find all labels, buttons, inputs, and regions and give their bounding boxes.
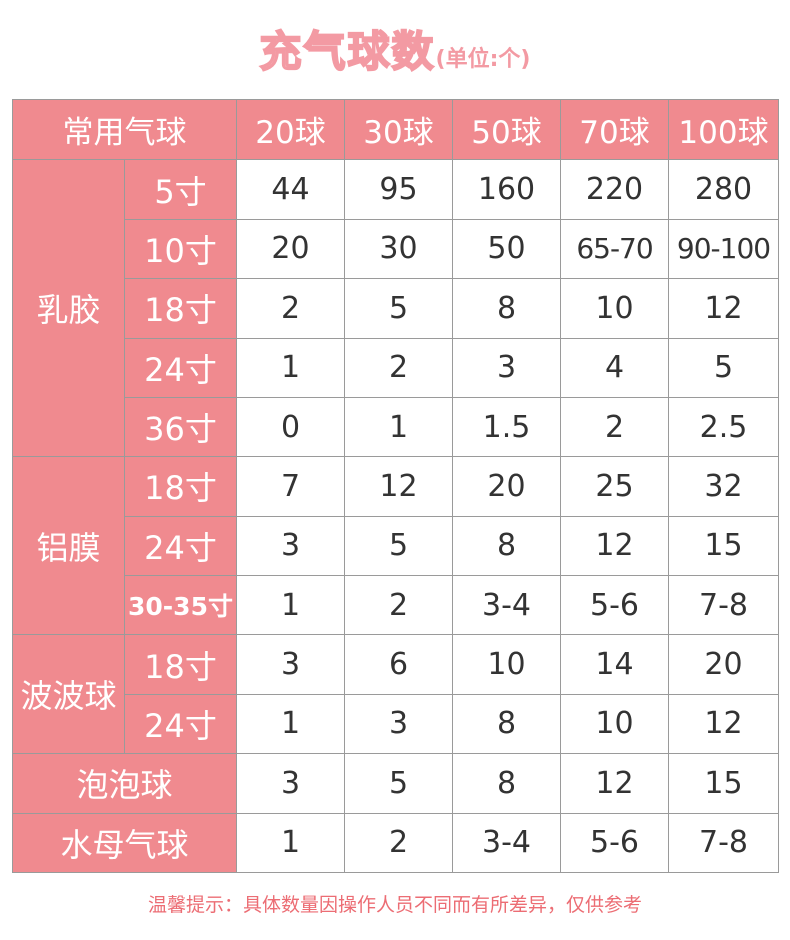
column-header: 30球 [344,98,453,161]
size-cell: 36寸 [124,396,237,458]
table-row: 36寸 0 1 1.5 2 2.5 [13,396,779,458]
size-cell: 18寸 [124,456,237,517]
category-cell: 波波球 [12,634,125,755]
value-cell: 7-8 [668,812,779,874]
value-cell: 10 [560,278,669,339]
value-cell: 12 [668,693,779,755]
category-cell: 水母气球 [12,812,237,874]
page-title: 充气球数(单位:个) [0,18,790,79]
value-cell: 0 [236,396,345,458]
value-cell: 1.5 [452,396,561,458]
value-cell: 25 [560,456,669,517]
table-row: 波波球 18寸 3 6 10 14 20 [12,634,779,755]
value-cell: 5 [668,337,779,398]
footnote: 温馨提示：具体数量因操作人员不同而有所差异，仅供参考 [147,894,642,916]
value-cell: 5 [344,515,453,577]
value-cell: 5-6 [560,575,669,636]
table-row: 泡泡球 3 5 8 12 15 [12,753,779,814]
table-row: 30-35寸 1 2 3-4 5-6 7-8 [13,575,779,636]
column-header: 70球 [560,98,669,161]
title-main: 充气球数 [259,26,436,77]
value-cell: 2 [344,575,453,636]
table-row: 乳胶 5寸 44 95 160 220 280 [12,159,779,458]
table-row: 18寸 2 5 8 10 12 [13,278,779,339]
value-cell: 12 [560,515,669,577]
value-cell: 1 [236,812,345,874]
size-cell: 24寸 [124,515,237,577]
column-header: 20球 [236,98,345,161]
value-cell: 5 [344,753,453,814]
size-cell: 24寸 [124,337,237,398]
value-cell: 8 [452,515,561,577]
value-cell: 7 [236,456,345,517]
value-cell: 32 [668,456,779,517]
header-corner: 常用气球 [12,98,237,161]
value-cell: 3 [236,634,345,695]
value-cell: 8 [452,693,561,755]
value-cell: 1 [344,396,453,458]
value-cell: 5-6 [560,812,669,874]
value-cell: 44 [236,159,345,220]
value-cell: 280 [668,159,779,220]
value-cell: 7-8 [668,575,779,636]
column-header: 50球 [452,98,561,161]
value-cell: 12 [668,278,779,339]
value-cell: 12 [560,753,669,814]
table-row: 铝膜 18寸 7 12 20 25 32 [12,456,779,636]
value-cell: 14 [560,634,669,695]
size-cell: 30-35寸 [124,575,237,636]
value-cell: 1 [236,575,345,636]
value-cell: 20 [668,634,779,695]
value-cell: 160 [452,159,561,220]
value-cell: 12 [344,456,453,517]
value-cell: 5 [344,278,453,339]
value-cell: 50 [452,218,561,280]
value-cell: 2 [344,812,453,874]
column-header: 100球 [668,98,779,161]
category-cell: 泡泡球 [12,753,237,814]
value-cell: 8 [452,278,561,339]
value-cell: 3 [452,337,561,398]
table-row: 24寸 1 2 3 4 5 [13,337,779,398]
value-cell: 4 [560,337,669,398]
value-cell: 2 [236,278,345,339]
value-cell: 1 [236,693,345,755]
value-cell: 220 [560,159,669,220]
size-cell: 18寸 [124,634,237,695]
value-cell: 20 [452,456,561,517]
value-cell: 3-4 [452,575,561,636]
size-cell: 10寸 [124,218,237,280]
value-cell: 30 [344,218,453,280]
table-row: 10寸 20 30 50 65-70 90-100 [13,218,779,280]
size-cell: 24寸 [124,693,237,755]
category-cell: 铝膜 [12,456,125,636]
value-cell: 3 [236,515,345,577]
value-cell: 2 [560,396,669,458]
value-cell: 1 [236,337,345,398]
size-cell: 18寸 [124,278,237,339]
value-cell: 3 [236,753,345,814]
value-cell: 95 [344,159,453,220]
value-cell: 15 [668,753,779,814]
size-cell: 5寸 [124,159,237,220]
value-cell: 8 [452,753,561,814]
table-row: 水母气球 1 2 3-4 5-6 7-8 [12,812,779,874]
value-cell: 6 [344,634,453,695]
value-cell: 10 [560,693,669,755]
category-cell: 乳胶 [12,159,125,458]
value-cell: 20 [236,218,345,280]
value-cell: 15 [668,515,779,577]
value-cell: 10 [452,634,561,695]
value-cell: 65-70 [560,218,669,280]
value-cell: 2.5 [668,396,779,458]
table-row: 24寸 1 3 8 10 12 [13,693,779,755]
value-cell: 3-4 [452,812,561,874]
title-unit: (单位:个) [435,47,531,72]
value-cell: 90-100 [668,218,779,280]
value-cell: 3 [344,693,453,755]
table-row: 24寸 3 5 8 12 15 [13,515,779,577]
balloon-count-table: 常用气球 20球 30球 50球 70球 100球 乳胶 5寸 44 95 16… [12,98,779,874]
value-cell: 2 [344,337,453,398]
